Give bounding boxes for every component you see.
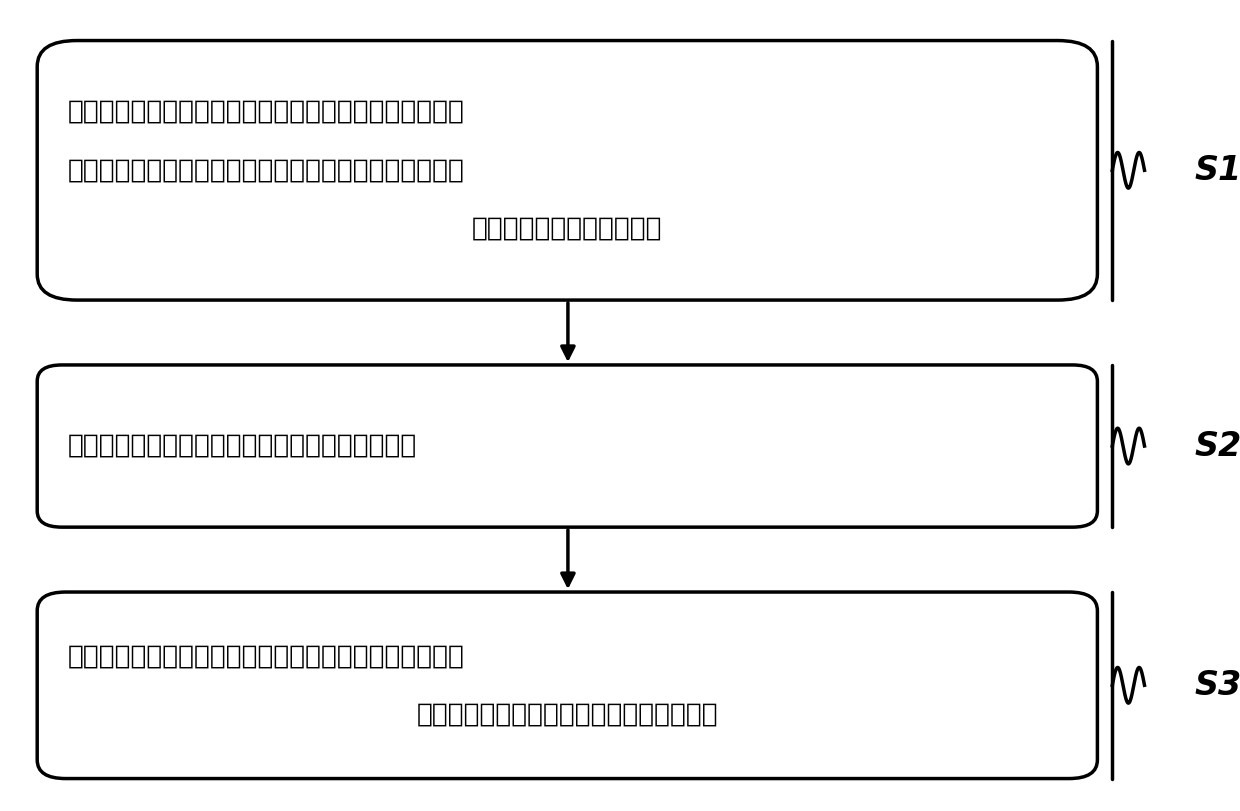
Text: S3: S3 [1194,669,1240,702]
Text: S2: S2 [1194,430,1240,462]
Text: S1: S1 [1194,154,1240,187]
Text: 驱替所述吞吐井相邻的采油井进行驱替采油: 驱替所述吞吐井相邻的采油井进行驱替采油 [417,702,718,727]
FancyBboxPatch shape [37,365,1097,527]
Text: 利用所述吞吐井进行注水渗吸采油，并利用井间驱替作用: 利用所述吞吐井进行注水渗吸采油，并利用井间驱替作用 [68,643,465,669]
Text: 对所述吞吐井和所述采油井进行体积压裂储层改造: 对所述吞吐井和所述采油井进行体积压裂储层改造 [68,433,418,459]
Text: 井井排，所述水平井井排中包括吞吐井和采油井，所述吞: 井井排，所述水平井井排中包括吞吐井和采油井，所述吞 [68,157,465,183]
Text: 根据待开采油藏所在地区的地质压力分布情况，设置水平: 根据待开采油藏所在地区的地质压力分布情况，设置水平 [68,99,465,125]
FancyBboxPatch shape [37,592,1097,779]
FancyBboxPatch shape [37,41,1097,300]
Text: 吐井和所述采油井间隔设置: 吐井和所述采油井间隔设置 [472,216,662,242]
